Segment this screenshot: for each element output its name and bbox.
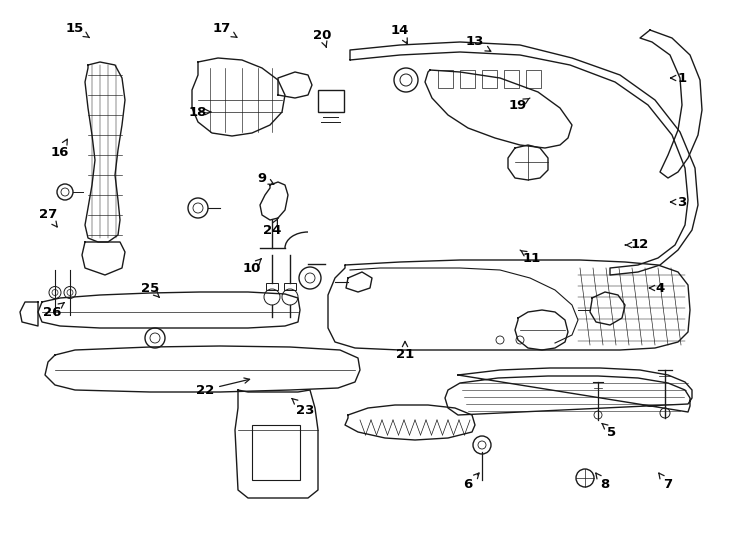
- Text: 18: 18: [189, 105, 211, 118]
- Text: 5: 5: [602, 423, 617, 438]
- Text: 17: 17: [213, 22, 237, 37]
- Bar: [504, 70, 519, 88]
- Text: 21: 21: [396, 341, 414, 361]
- Text: 22: 22: [196, 378, 250, 396]
- Text: 7: 7: [659, 473, 672, 491]
- Text: 10: 10: [243, 259, 261, 274]
- Text: 16: 16: [51, 139, 69, 159]
- Text: 20: 20: [313, 29, 331, 47]
- Text: 27: 27: [39, 208, 57, 227]
- Text: 24: 24: [263, 218, 281, 237]
- Text: 9: 9: [258, 172, 274, 185]
- Text: 25: 25: [141, 281, 159, 298]
- Text: 4: 4: [650, 281, 664, 294]
- Text: 23: 23: [292, 399, 314, 416]
- Bar: [460, 70, 475, 88]
- Text: 19: 19: [509, 98, 530, 111]
- Text: 1: 1: [671, 71, 686, 84]
- Bar: [482, 70, 497, 88]
- Text: 11: 11: [520, 250, 541, 265]
- Text: 15: 15: [66, 22, 90, 38]
- Text: 14: 14: [390, 24, 409, 44]
- Text: 6: 6: [463, 473, 479, 491]
- Bar: [438, 70, 453, 88]
- Bar: [284, 283, 296, 290]
- Text: 26: 26: [43, 302, 64, 319]
- Text: 3: 3: [671, 195, 686, 208]
- Text: 13: 13: [466, 36, 491, 51]
- Bar: [526, 70, 541, 88]
- Text: 8: 8: [596, 473, 610, 491]
- Bar: [266, 283, 278, 290]
- Text: 12: 12: [625, 239, 649, 252]
- Bar: [318, 90, 344, 112]
- Bar: [252, 425, 300, 480]
